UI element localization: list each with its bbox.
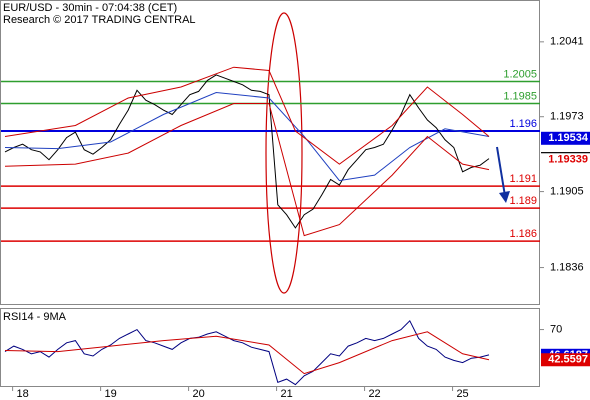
chart-subtitle: Research © 2017 TRADING CENTRAL [3, 14, 196, 26]
plot-layer: 1.2041 1.1973 1.1905 1.1836 1.2005 1.1985 1.19… [1, 36, 584, 400]
price-tag-label: 1.19339 [548, 154, 588, 166]
level-label: 1.1985 [503, 90, 537, 102]
forecast-arrow [496, 146, 506, 197]
price-tag [541, 131, 590, 145]
series-line [4, 74, 490, 229]
y-tick-label: 70 [550, 323, 562, 335]
series-line [4, 66, 490, 165]
x-tick-label: 25 [456, 388, 468, 400]
price-tag-label: 1.19534 [548, 132, 589, 144]
y-tick-label: 1.1836 [550, 261, 584, 273]
y-tick-label: 1.1905 [550, 185, 584, 197]
x-tick-label: 20 [192, 388, 204, 400]
series-line [4, 91, 490, 182]
rsi-panel [0, 308, 540, 387]
level-label: 1.186 [509, 228, 537, 240]
chart-title: EUR/USD - 30min - 07:04:38 (CET) [3, 2, 177, 14]
x-tick-label: 18 [16, 388, 28, 400]
forecast-arrow-head [499, 191, 510, 203]
level-label: 1.196 [509, 118, 537, 130]
price-panel [0, 0, 540, 305]
level-label: 1.2005 [503, 68, 537, 80]
price-tag [541, 153, 590, 167]
x-tick-label: 21 [280, 388, 292, 400]
series-line [4, 319, 490, 386]
rsi-title: RSI14 - 9MA [3, 311, 67, 323]
x-tick-label: 19 [104, 388, 116, 400]
highlight-ellipse [265, 12, 303, 294]
series-line [4, 331, 490, 375]
y-tick-label: 1.2041 [550, 36, 584, 48]
price-tag-label: 42.5597 [548, 354, 588, 366]
level-label: 1.189 [509, 195, 537, 207]
price-tag [541, 353, 590, 367]
x-tick-label: 22 [368, 388, 380, 400]
level-label: 1.191 [509, 173, 537, 185]
y-tick-label: 1.1973 [550, 111, 584, 123]
series-line [4, 103, 490, 237]
